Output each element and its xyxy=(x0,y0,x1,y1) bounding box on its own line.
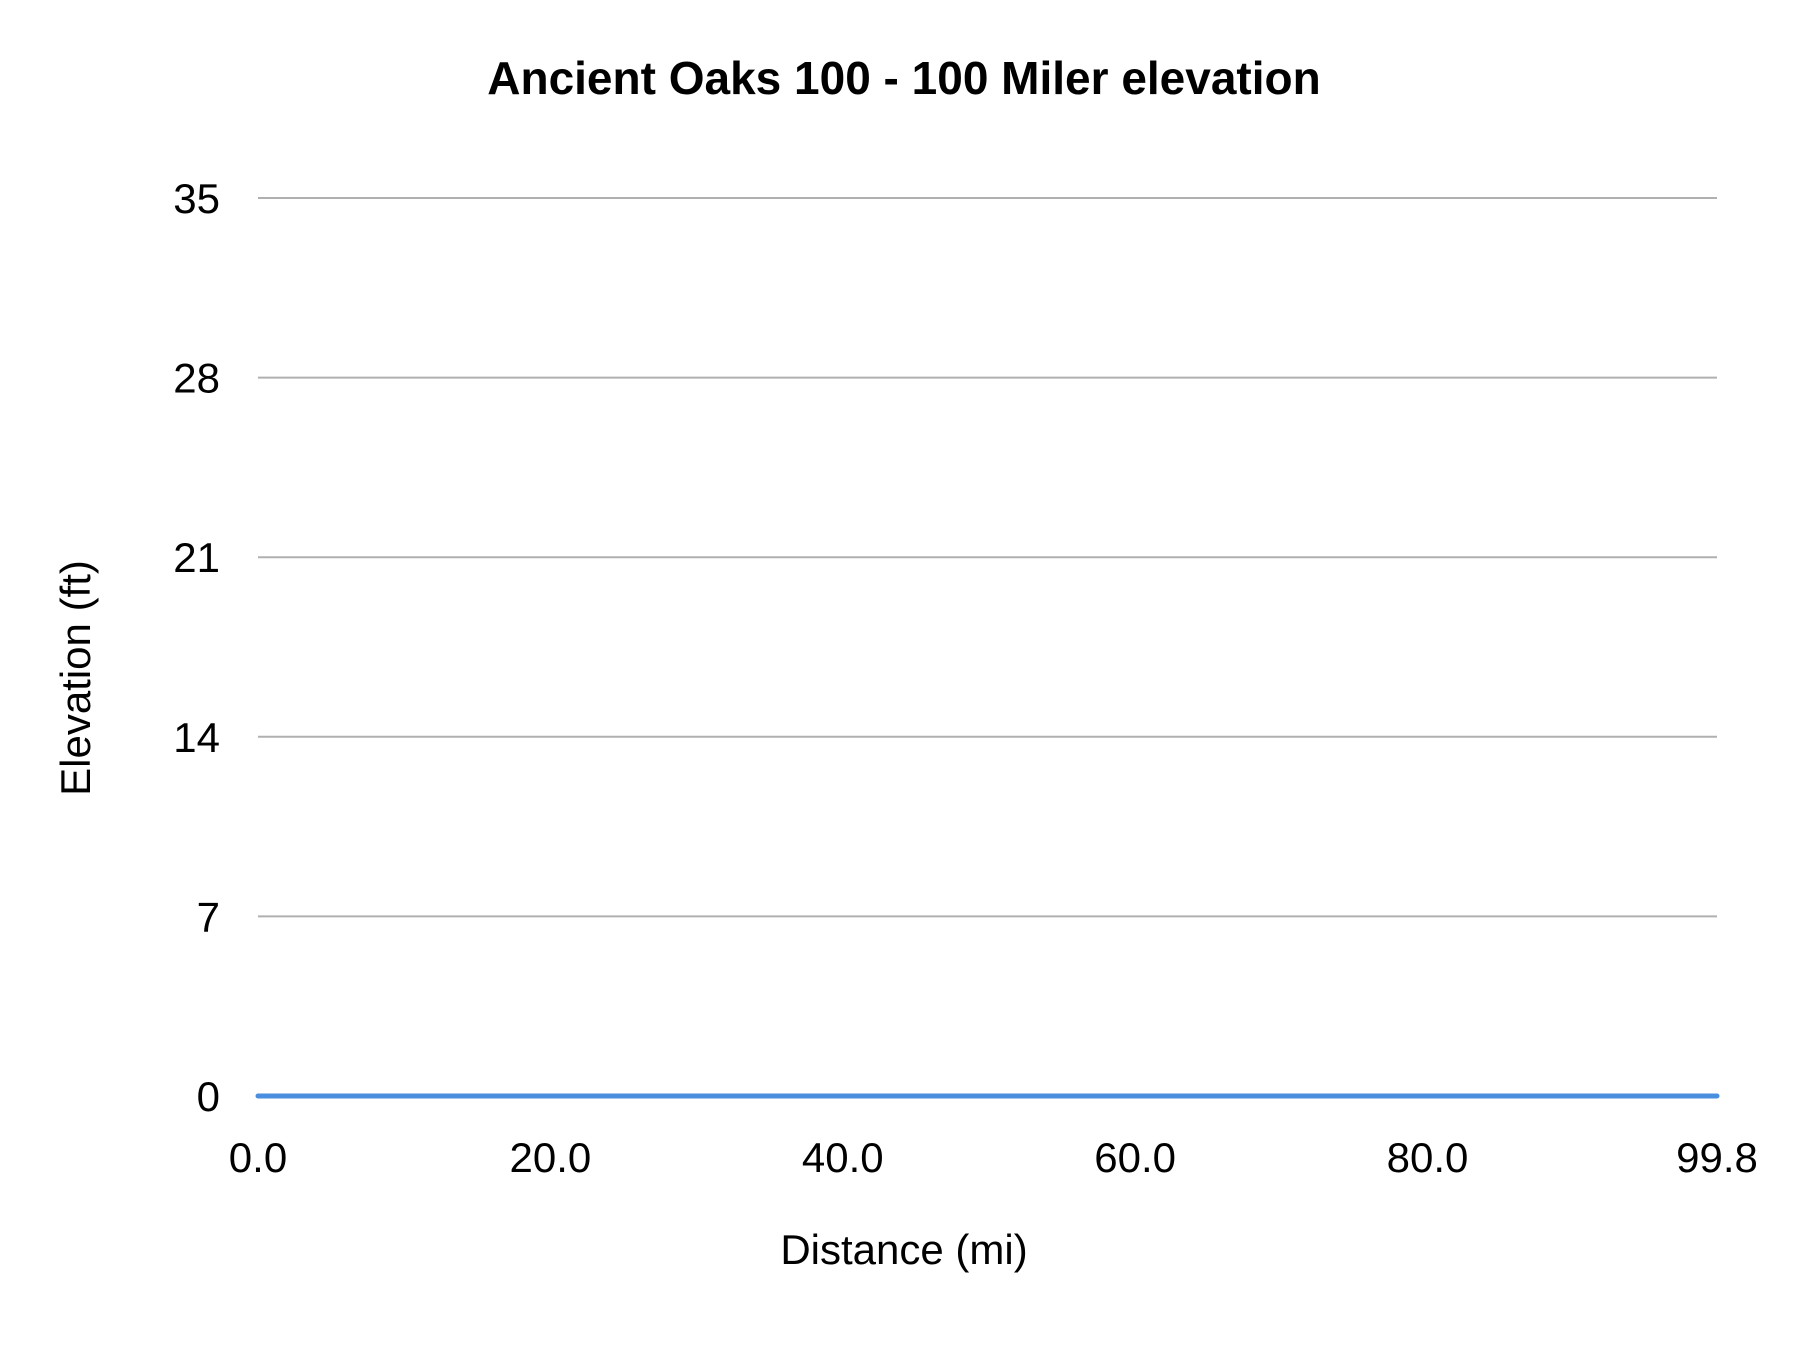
x-tick-label: 60.0 xyxy=(1094,1134,1176,1181)
y-tick-label: 28 xyxy=(173,355,220,402)
y-axis-ticks: 0 7 14 21 28 35 xyxy=(173,175,220,1120)
chart-title: Ancient Oaks 100 - 100 Miler elevation xyxy=(487,52,1320,104)
gridlines xyxy=(258,197,1717,1097)
y-tick-label: 7 xyxy=(197,893,220,940)
y-tick-label: 35 xyxy=(173,175,220,222)
y-axis-label: Elevation (ft) xyxy=(52,560,99,796)
y-tick-label: 14 xyxy=(173,714,220,761)
x-tick-label: 99.8 xyxy=(1676,1134,1758,1181)
x-tick-label: 80.0 xyxy=(1387,1134,1469,1181)
x-tick-label: 20.0 xyxy=(510,1134,592,1181)
y-tick-label: 0 xyxy=(197,1073,220,1120)
x-axis-ticks: 0.0 20.0 40.0 60.0 80.0 99.8 xyxy=(229,1134,1758,1181)
x-tick-label: 0.0 xyxy=(229,1134,287,1181)
x-axis-label: Distance (mi) xyxy=(780,1226,1027,1273)
x-tick-label: 40.0 xyxy=(802,1134,884,1181)
y-tick-label: 21 xyxy=(173,534,220,581)
